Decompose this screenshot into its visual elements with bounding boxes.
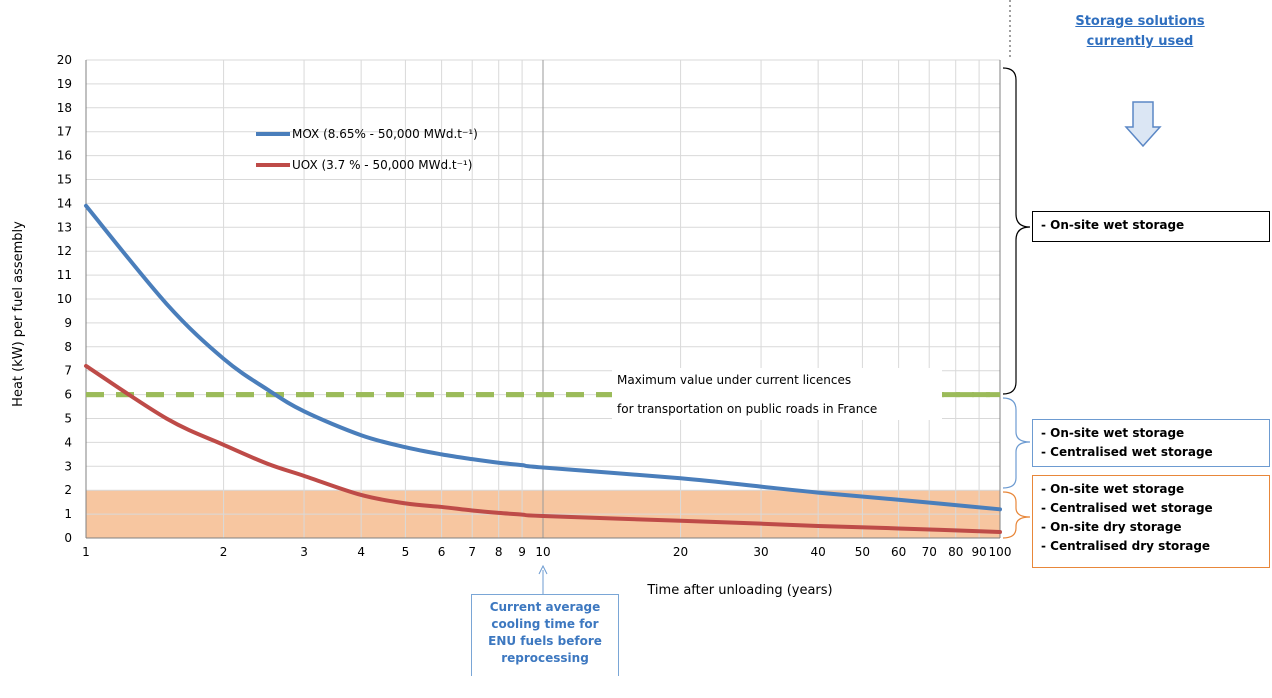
storage-item: - On-site wet storage — [1041, 482, 1185, 496]
cooling-note: Current average cooling time for ENU fue… — [471, 594, 619, 676]
bracket-high — [1002, 67, 1031, 395]
x-tick-label: 90 — [971, 545, 986, 559]
y-tick-label: 1 — [64, 507, 72, 521]
cooling-note-line: Current average — [489, 600, 601, 614]
y-tick-label: 17 — [57, 125, 72, 139]
series-line-mox — [84, 203, 1002, 512]
axes — [85, 60, 1001, 539]
cooling-note-line: cooling time for — [491, 617, 599, 631]
y-tick-label: 19 — [57, 77, 72, 91]
y-tick-label: 12 — [57, 244, 72, 258]
y-tick-label: 7 — [64, 364, 72, 378]
x-tick-label: 4 — [357, 545, 365, 559]
x-ticks: 1 2 3 4 5 6 7 8 9 10 20 30 40 50 60 70 80 90 100 — [82, 545, 1011, 559]
y-tick-label: 0 — [64, 531, 72, 545]
x-tick-label: 30 — [753, 545, 768, 559]
legend-label-uox: UOX (3.7 % - 50,000 MWd.t⁻¹) — [292, 158, 472, 172]
bracket-low — [1002, 491, 1031, 539]
legend: MOX (8.65% - 50,000 MWd.t⁻¹) UOX (3.7 % … — [256, 127, 478, 172]
storage-header-line1: Storage solutions — [1075, 14, 1205, 29]
series-line-uox — [84, 363, 1002, 535]
cooling-note-line: ENU fuels before — [488, 634, 602, 648]
cooling-note-line: reprocessing — [501, 651, 589, 665]
x-tick-label: 20 — [673, 545, 688, 559]
y-tick-label: 4 — [64, 435, 72, 449]
x-tick-label: 6 — [438, 545, 446, 559]
legend-label-mox: MOX (8.65% - 50,000 MWd.t⁻¹) — [292, 127, 478, 141]
y-tick-label: 5 — [64, 412, 72, 426]
x-tick-label: 60 — [891, 545, 906, 559]
x-tick-label: 40 — [811, 545, 826, 559]
series-lines — [84, 203, 1002, 535]
storage-group-mid: - On-site wet storage - Centralised wet … — [1032, 419, 1270, 467]
x-tick-label: 10 — [535, 545, 550, 559]
storage-item: - On-site dry storage — [1041, 520, 1182, 534]
cooling-arrow-head — [538, 564, 548, 575]
down-arrow-icon — [1124, 101, 1162, 148]
bracket-mid — [1002, 397, 1031, 489]
x-tick-label: 1 — [82, 545, 90, 559]
storage-brackets — [1002, 0, 1031, 539]
y-tick-label: 10 — [57, 292, 72, 306]
y-tick-label: 16 — [57, 149, 72, 163]
storage-item: - Centralised wet storage — [1041, 445, 1213, 459]
storage-group-high: - On-site wet storage — [1032, 211, 1270, 242]
x-tick-label: 50 — [855, 545, 870, 559]
x-tick-label: 80 — [948, 545, 963, 559]
y-tick-label: 20 — [57, 53, 72, 67]
storage-header: Storage solutions currently used — [1050, 12, 1230, 52]
storage-item: - Centralised dry storage — [1041, 539, 1211, 553]
y-tick-label: 15 — [57, 173, 72, 187]
x-tick-label: 70 — [922, 545, 937, 559]
x-tick-label: 9 — [518, 545, 526, 559]
storage-header-line2: currently used — [1086, 34, 1194, 49]
storage-group-low: - On-site wet storage - Centralised wet … — [1032, 475, 1270, 568]
grid — [85, 59, 1001, 539]
storage-item: - On-site wet storage — [1041, 426, 1185, 440]
threshold-label-line2: for transportation on public roads in Fr… — [617, 402, 877, 416]
x-axis-title: Time after unloading (years) — [646, 583, 832, 598]
x-tick-label: 2 — [220, 545, 228, 559]
threshold-label-line1: Maximum value under current licences — [617, 373, 851, 387]
threshold-label-bg — [612, 368, 942, 420]
y-tick-label: 11 — [57, 268, 72, 282]
y-tick-label: 2 — [64, 483, 72, 497]
y-tick-label: 3 — [64, 459, 72, 473]
y-tick-label: 13 — [57, 220, 72, 234]
y-tick-label: 14 — [57, 196, 72, 210]
x-tick-label: 3 — [300, 545, 308, 559]
storage-item: - Centralised wet storage — [1041, 501, 1213, 515]
storage-item: - On-site wet storage — [1041, 218, 1185, 232]
y-tick-label: 8 — [64, 340, 72, 354]
x-tick-label: 100 — [989, 545, 1012, 559]
x-tick-label: 8 — [495, 545, 503, 559]
y-tick-label: 9 — [64, 316, 72, 330]
y-tick-label: 18 — [57, 101, 72, 115]
x-tick-label: 5 — [402, 545, 410, 559]
y-tick-label: 6 — [64, 388, 72, 402]
y-axis-title: Heat (kW) per fuel assembly — [11, 221, 26, 407]
x-tick-label: 7 — [468, 545, 476, 559]
